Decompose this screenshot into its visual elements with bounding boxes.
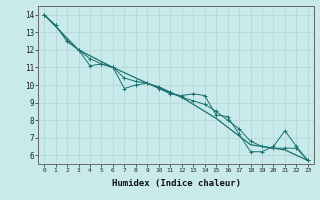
X-axis label: Humidex (Indice chaleur): Humidex (Indice chaleur) [111, 179, 241, 188]
